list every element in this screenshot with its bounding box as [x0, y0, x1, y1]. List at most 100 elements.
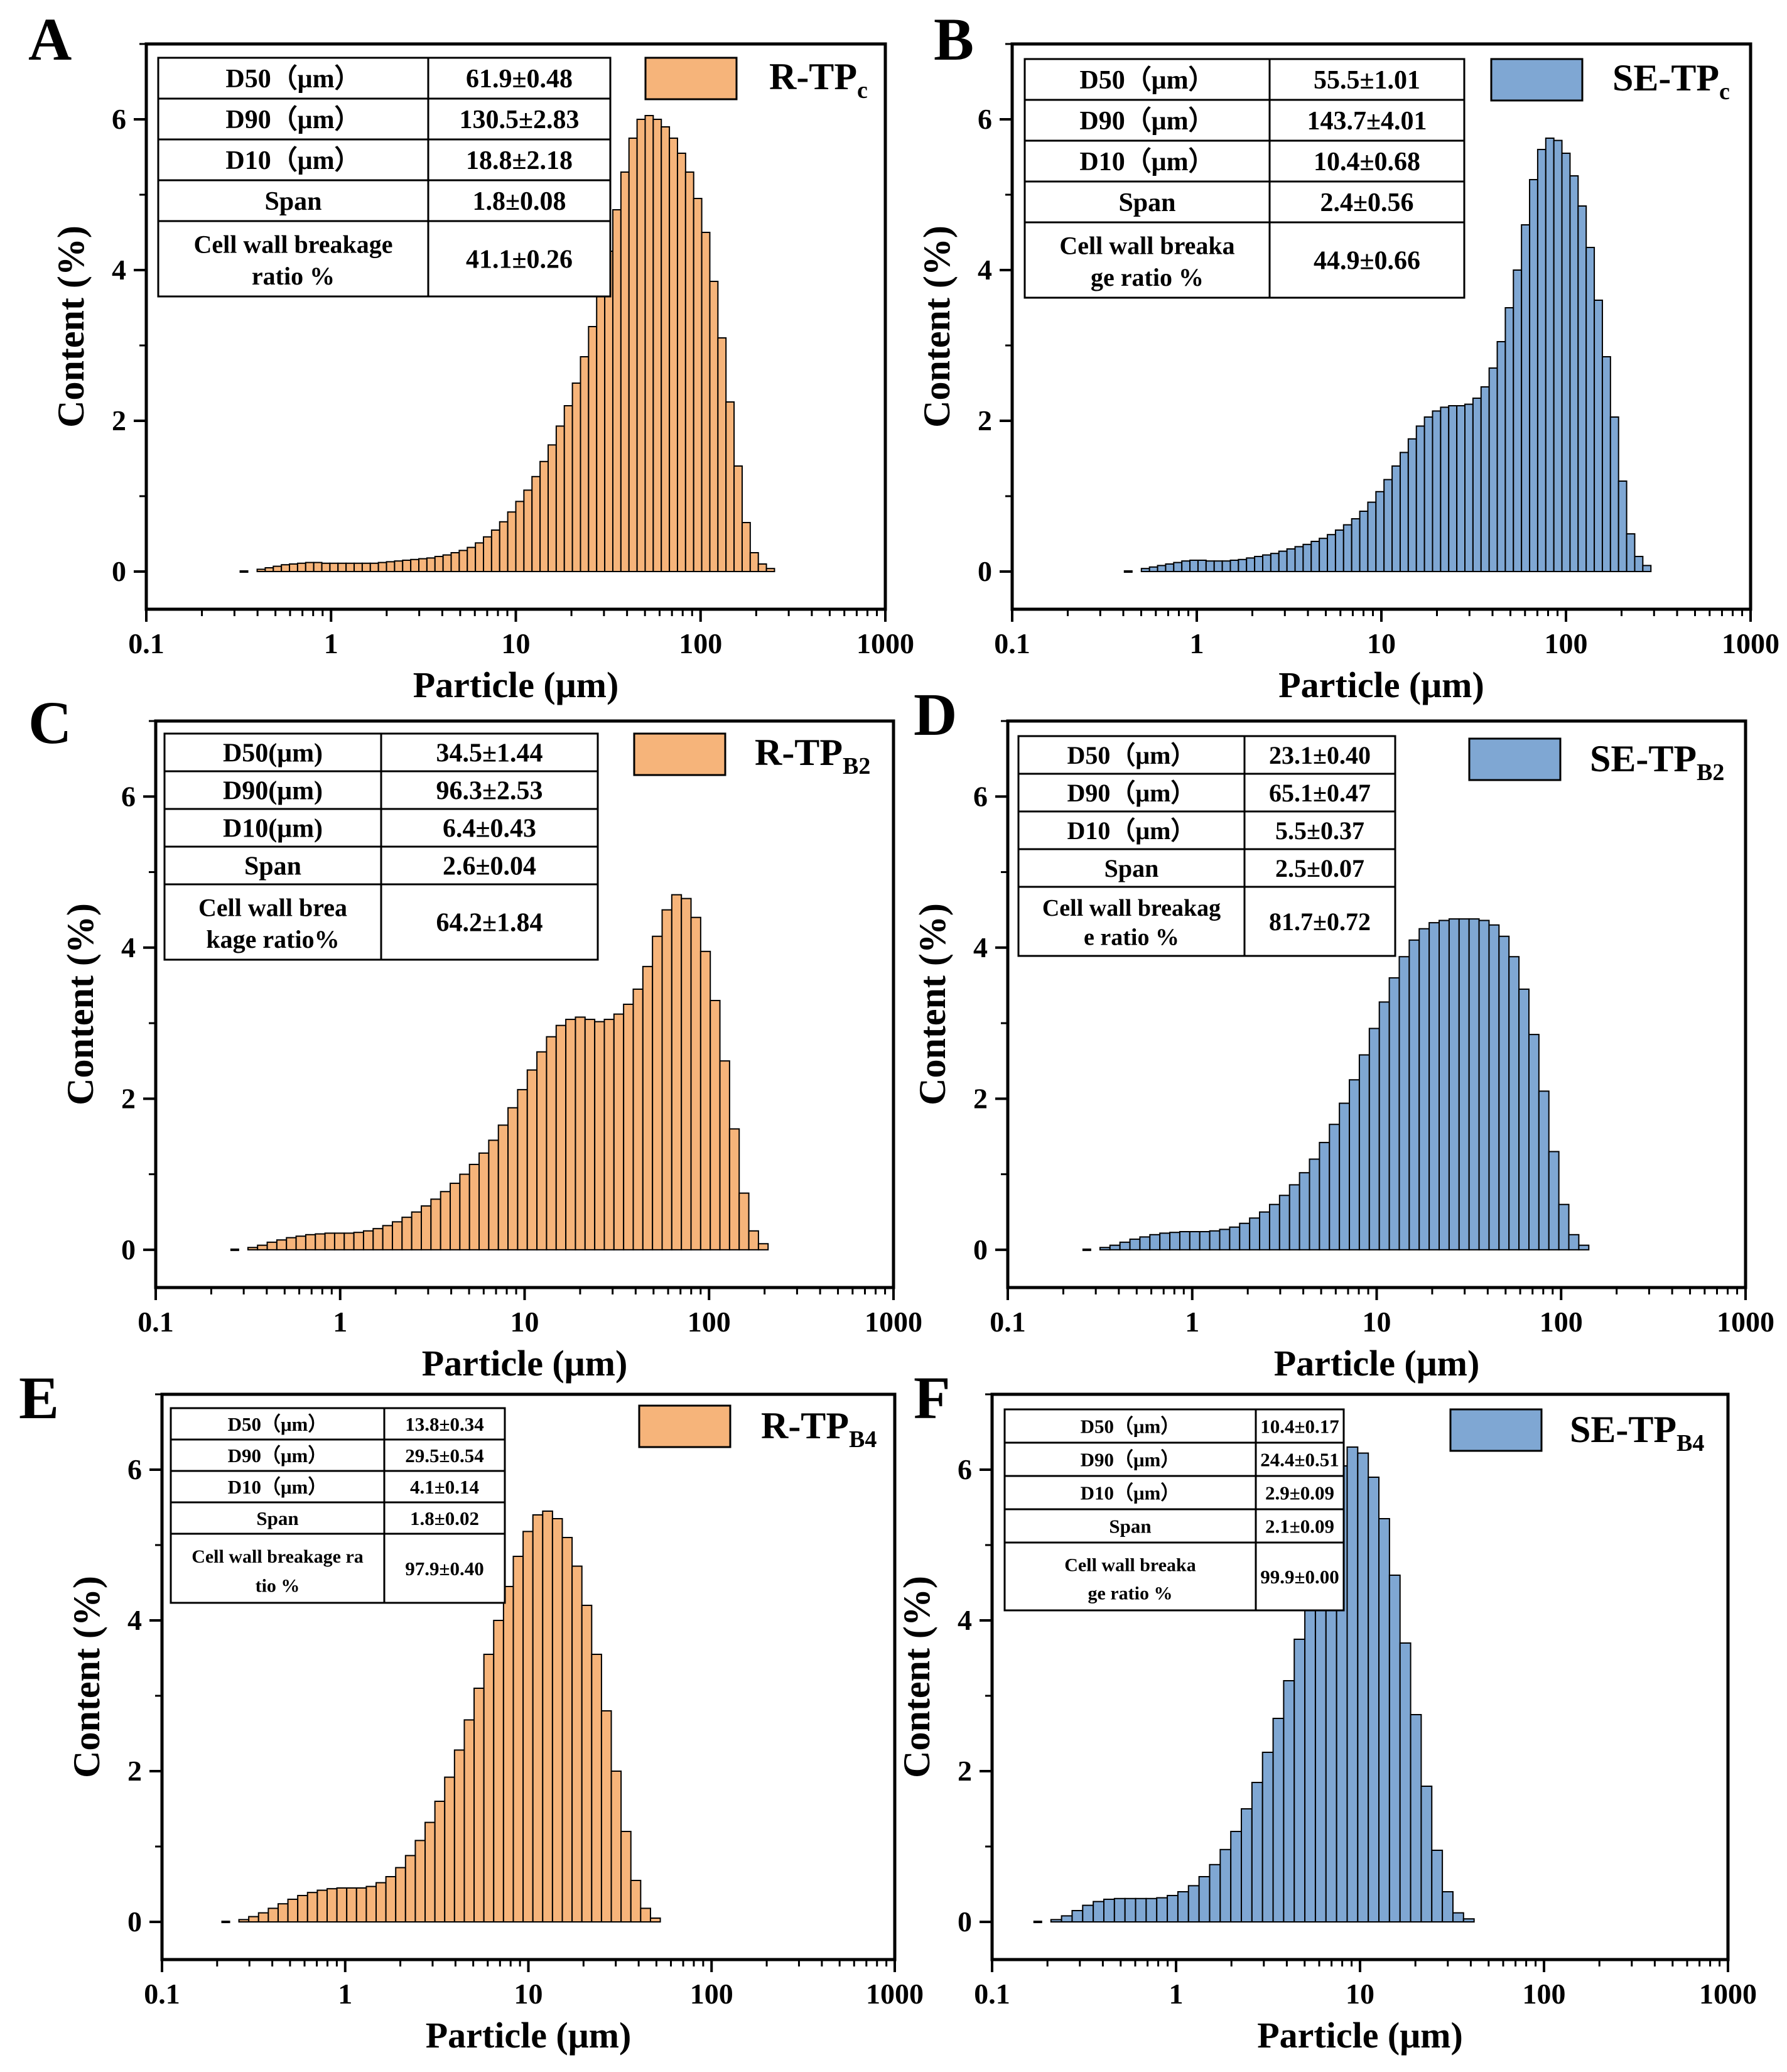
- bar: [522, 1531, 534, 1923]
- table-value: 2.6±0.04: [443, 852, 536, 881]
- table-value: 2.1±0.09: [1265, 1515, 1334, 1537]
- table-value: 23.1±0.40: [1269, 741, 1371, 769]
- bar: [640, 1907, 651, 1923]
- bar: [741, 522, 751, 572]
- bar: [681, 898, 692, 1250]
- bar: [375, 1882, 387, 1923]
- x-tick-label: 1: [324, 627, 338, 659]
- bar: [1213, 560, 1223, 573]
- table-key: Span: [1118, 188, 1175, 217]
- x-axis: 0.1 1 10 100 1000 Particle (μm): [144, 1960, 924, 2056]
- legend-swatch: [1490, 58, 1584, 102]
- table-key: D90（μm）: [225, 105, 360, 134]
- bar: [1251, 1782, 1263, 1923]
- bar: [1050, 1919, 1062, 1923]
- bar: [305, 1234, 316, 1250]
- table-key: D10（μm）: [1081, 1482, 1180, 1504]
- bar: [1293, 1639, 1306, 1923]
- bar: [386, 561, 396, 573]
- y-tick-label: 2: [973, 1082, 988, 1114]
- y-tick-label: 6: [958, 1453, 972, 1485]
- x-axis: 0.1 1 10 100 1000 Particle (μm): [138, 1288, 922, 1384]
- y-axis-label: Content (%): [66, 1576, 107, 1778]
- bar: [450, 1183, 461, 1250]
- bar: [588, 326, 598, 572]
- table-key: Span: [244, 852, 301, 881]
- table-key: Cell wall breakage: [193, 230, 392, 258]
- table-value: 6.4±0.43: [443, 815, 536, 843]
- legend-label: SE-TPB4: [1570, 1409, 1704, 1456]
- y-tick-label: 0: [127, 1906, 142, 1938]
- legend-swatch: [1468, 737, 1562, 781]
- bar: [1609, 416, 1619, 572]
- table-key: D50(μm): [223, 739, 323, 768]
- table-key: D90（μm）: [1067, 779, 1196, 807]
- x-tick-label: 10: [1346, 1978, 1374, 2010]
- bar: [581, 1605, 593, 1923]
- bar: [1145, 1897, 1158, 1923]
- bar: [424, 1821, 436, 1923]
- bar: [346, 1887, 357, 1923]
- x-tick-label: 1000: [866, 1978, 924, 2010]
- bar: [671, 894, 683, 1250]
- bar: [1357, 1452, 1369, 1923]
- bar: [1626, 533, 1636, 572]
- bar: [563, 405, 573, 572]
- table-value: 44.9±0.66: [1314, 247, 1420, 276]
- x-tick-label: 0.1: [128, 627, 165, 659]
- bar: [1082, 1904, 1094, 1923]
- x-tick-label: 100: [679, 627, 722, 659]
- bar: [1462, 1918, 1475, 1923]
- bar: [1129, 1239, 1141, 1250]
- bar: [515, 501, 525, 573]
- bar: [1418, 928, 1430, 1250]
- bar: [536, 1051, 548, 1250]
- bar: [719, 1060, 730, 1250]
- bar: [612, 209, 622, 572]
- bar: [591, 1654, 602, 1923]
- panel-a: A 0.1 1 10 100 1000 Particle (μm) 0 2 4 6 Content (…: [28, 6, 914, 705]
- bar: [710, 999, 721, 1250]
- bar: [693, 198, 703, 572]
- bar: [507, 1107, 519, 1250]
- table-value: 81.7±0.72: [1269, 908, 1371, 936]
- panel-f: F 0.1 1 10 100 1000 Particle (μm) 0 2 4 6 Content (…: [896, 1364, 1757, 2056]
- bars: [238, 1511, 661, 1923]
- x-tick-label: 0.1: [974, 1978, 1010, 2010]
- x-tick-label: 10: [502, 627, 531, 659]
- x-tick-label: 100: [1545, 627, 1588, 659]
- table-value: 96.3±2.53: [436, 777, 543, 806]
- bar: [1464, 403, 1474, 572]
- y-tick-label: 0: [121, 1234, 136, 1266]
- table-value: 2.9±0.09: [1265, 1482, 1334, 1504]
- bar: [329, 562, 339, 572]
- bar: [1368, 1477, 1380, 1923]
- table-value: 55.5±1.01: [1314, 66, 1420, 95]
- table-key: e ratio %: [1084, 924, 1179, 950]
- panel-d: D 0.1 1 10 100 1000 Particle (μm) 0 2 4 6 Content (…: [912, 681, 1774, 1384]
- bar: [620, 171, 630, 572]
- bar: [1173, 561, 1183, 572]
- bar: [1440, 406, 1450, 573]
- bar: [1442, 1891, 1454, 1923]
- bar: [394, 560, 404, 573]
- bar: [361, 562, 371, 572]
- table-key: D10（μm）: [1079, 147, 1214, 176]
- bar: [555, 1024, 567, 1250]
- bar: [306, 1892, 318, 1923]
- bar: [555, 425, 565, 573]
- x-tick-label: 100: [690, 1978, 733, 2010]
- bar: [690, 916, 701, 1250]
- table-value: 143.7±4.01: [1307, 107, 1427, 136]
- bar: [1262, 554, 1271, 572]
- bar: [1229, 1226, 1241, 1250]
- bar: [1529, 179, 1538, 572]
- bar: [493, 1620, 504, 1923]
- bar: [382, 1225, 393, 1250]
- y-tick-label: 2: [121, 1082, 136, 1114]
- bar: [644, 115, 654, 572]
- bar: [1578, 1244, 1590, 1250]
- y-tick-label: 6: [112, 103, 126, 135]
- y-tick-label: 2: [958, 1755, 972, 1787]
